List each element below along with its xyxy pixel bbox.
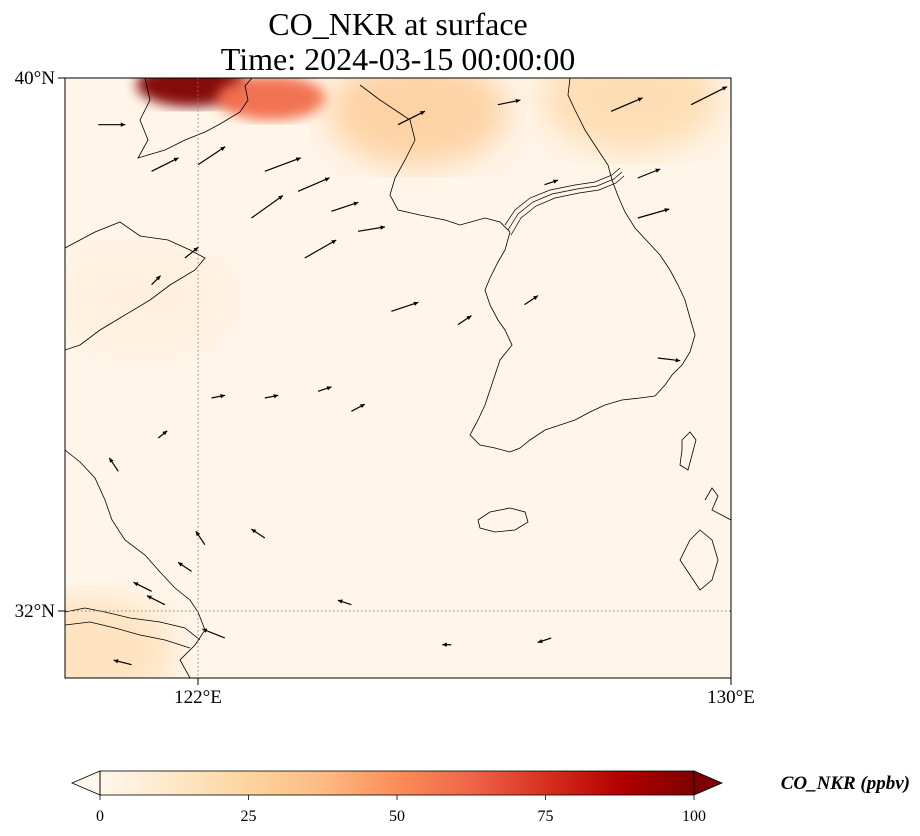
border-dprk-china-2 — [507, 171, 623, 231]
wind-vector-35 — [113, 659, 132, 666]
wind-vector-20 — [524, 295, 539, 306]
wind-vector-25 — [351, 403, 366, 412]
wind-vector-6 — [251, 195, 284, 219]
coastline-china-south — [65, 449, 206, 678]
wind-vector-31 — [133, 581, 152, 592]
wind-vector-12 — [637, 208, 670, 219]
wind-vector-8 — [497, 98, 521, 106]
border-dprk-china — [504, 167, 621, 226]
colorbar-tick-label-1: 25 — [241, 808, 257, 825]
wind-vector-34 — [202, 628, 226, 639]
colorbar: 0 25 50 75 100 CO_NKR (ppbv) — [70, 770, 910, 825]
map-area — [65, 78, 731, 678]
wind-vector-19 — [457, 315, 472, 326]
lon-tick-label-130: 130°E — [707, 687, 755, 708]
coastline-bohai — [137, 78, 253, 159]
wind-vector-15 — [304, 239, 337, 259]
wind-vector-17 — [151, 275, 162, 286]
wind-vector-3 — [264, 157, 302, 172]
chart-title: CO_NKR at surface — [268, 6, 527, 42]
coastline-korea-west — [469, 231, 656, 453]
wind-vector-28 — [250, 528, 266, 539]
wind-vector-26 — [157, 430, 168, 439]
co-hotspot-2 — [328, 78, 508, 167]
coastline-china-north — [65, 221, 206, 351]
wind-vector-22 — [317, 386, 332, 392]
wind-vector-36 — [442, 642, 452, 647]
wind-vector-1 — [151, 157, 179, 172]
co-concentration-field — [65, 78, 722, 678]
colorbar-extend-min — [70, 770, 101, 796]
wind-vector-29 — [195, 530, 206, 545]
colorbar-tick-label-4: 100 — [682, 808, 706, 825]
lat-tick-label-40: 40°N — [15, 68, 56, 89]
wind-vector-4 — [297, 177, 330, 192]
wind-vector-16 — [184, 246, 199, 259]
co-hotspot-4 — [65, 596, 175, 678]
wind-vector-10 — [690, 86, 728, 106]
colorbar-tick-label-0: 0 — [96, 808, 104, 825]
wind-vector-2 — [197, 146, 226, 166]
co-hotspot-3 — [541, 78, 722, 153]
lat-axis: 40°N 32°N — [15, 68, 65, 622]
kyushu-coast-south — [679, 529, 719, 591]
wind-vector-21 — [657, 357, 681, 363]
co-hotspot-5 — [65, 243, 235, 353]
wind-vector-27 — [108, 457, 119, 472]
colorbar-label: CO_NKR (ppbv) — [781, 773, 910, 794]
wind-vector-13 — [544, 179, 559, 186]
colorbar-tick-label-2: 50 — [389, 808, 405, 825]
lon-tick-label-122: 122°E — [174, 687, 222, 708]
wind-vector-18 — [391, 301, 419, 312]
lon-axis: 122°E 130°E — [174, 678, 755, 708]
wind-vector-33 — [337, 599, 352, 606]
coastline-korea-east — [567, 78, 696, 397]
wind-vector-14 — [357, 225, 386, 232]
map-background — [65, 78, 731, 678]
coastline-liaodong — [359, 84, 511, 233]
colorbar-gradient — [100, 771, 694, 795]
wind-vector-37 — [537, 637, 552, 644]
colorbar-extend-max — [693, 770, 724, 796]
wind-vector-9 — [610, 97, 643, 112]
wind-vector-30 — [177, 561, 192, 572]
border-dprk-china-3 — [510, 175, 625, 236]
wind-vector-11 — [637, 168, 661, 179]
yangtze-estuary — [65, 607, 201, 641]
colorbar-tick-label-3: 75 — [538, 808, 554, 825]
tsushima-island — [679, 431, 697, 471]
map-frame — [64, 77, 732, 679]
wind-vector-24 — [211, 394, 226, 399]
lat-tick-label-32: 32°N — [15, 601, 56, 622]
chart-subtitle-time: Time: 2024-03-15 00:00:00 — [221, 41, 575, 77]
wind-vectors — [98, 86, 728, 666]
wind-vector-5 — [331, 201, 359, 212]
co-hotspot-1 — [216, 78, 327, 120]
wind-vector-0 — [98, 122, 126, 127]
wind-vector-32 — [146, 595, 166, 606]
coastlines — [65, 78, 731, 678]
jeju-island — [477, 507, 529, 533]
colorbar-ticks: 0 25 50 75 100 — [96, 795, 706, 825]
kyushu-coast — [704, 487, 731, 521]
wind-vector-7 — [397, 110, 426, 126]
yangtze-estuary-south — [65, 621, 191, 649]
wind-vector-23 — [264, 394, 279, 399]
gridlines — [65, 78, 731, 678]
